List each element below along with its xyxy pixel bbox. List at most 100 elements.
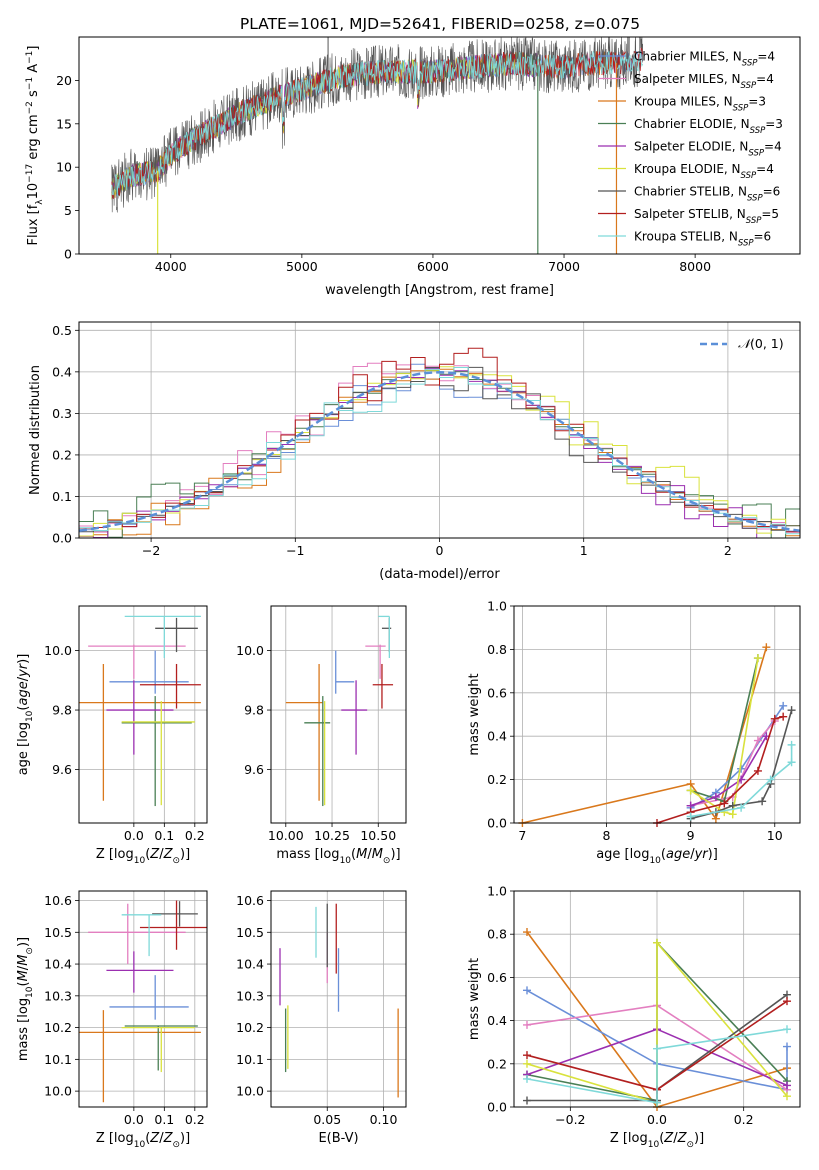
weight-panel-weight_vs_Z: −0.2 0.0 0.2 0.0 0.2 0.4 0.6 0.8 1.0 Z [log10(Z/Z…	[467, 884, 801, 1150]
y-tick-label: 1.0	[487, 599, 507, 614]
weight-marker-kroupa_stelib	[783, 1025, 791, 1034]
x-tick-label: 7000	[548, 259, 580, 274]
weight-marker-kroupa_stelib	[787, 740, 796, 749]
weight-panel-weight_vs_age: 7 8 9 10 0.0 0.2 0.4 0.6 0.8 1.0 age [log10(age/yr…	[467, 599, 801, 866]
weight-marker-kroupa_elodie	[686, 786, 695, 795]
y-tick-label: 10.4	[236, 957, 264, 972]
weight-marker-chabrier_miles	[783, 1042, 791, 1051]
weight-marker-kroupa_stelib	[653, 1044, 661, 1053]
x-tick-label: 0.1	[154, 828, 174, 843]
y-tick-label: 10.5	[236, 925, 264, 940]
axes-frame	[78, 321, 801, 539]
x-tick-label: 2	[724, 543, 732, 558]
weight-marker-salpeter_miles	[523, 1020, 531, 1029]
x-tick-label: −0.2	[555, 1112, 585, 1127]
legend-label: Kroupa MILES, NSSP=3	[634, 95, 766, 114]
weight-marker-kroupa_stelib	[523, 1074, 531, 1083]
weight-marker-kroupa_stelib	[653, 1098, 661, 1107]
weight-marker-salpeter_stelib	[779, 712, 788, 721]
weight-line-salpeter_elodie	[690, 735, 768, 807]
x-axis-label: E(B-V)	[318, 1131, 358, 1146]
errorbars	[285, 615, 394, 807]
legend-label: Chabrier MILES, NSSP=4	[634, 50, 775, 69]
y-tick-label: 10.0	[236, 1084, 264, 1099]
y-tick-label: 0.4	[487, 1013, 507, 1028]
y-tick-label: 10.6	[236, 893, 264, 908]
y-tick-label: 0	[64, 247, 72, 262]
weight-marker-kroupa_elodie	[783, 1092, 791, 1101]
x-tick-label: 8	[603, 828, 611, 843]
errorbar-panel-age_vs_Z: 0.0 0.1 0.2 9.6 9.8 10.0 Z [log10(Z/Z⊙)] age [l…	[16, 605, 208, 866]
y-axis-label: mass weight	[467, 958, 482, 1040]
axes-frame	[78, 605, 208, 824]
y-axis-label: Normed distribution	[28, 365, 43, 495]
weight-line-kroupa_stelib	[526, 1028, 788, 1104]
y-tick-label: 9.8	[244, 703, 264, 718]
x-axis-label: mass [log10(M/M⊙)]	[276, 847, 400, 866]
legend-label: Salpeter ELODIE, NSSP=4	[634, 140, 782, 159]
x-tick-label: 0.2	[185, 1112, 205, 1127]
y-tick-label: 10.5	[44, 925, 72, 940]
weight-marker-chabrier_stelib	[758, 797, 767, 806]
x-tick-label: 9	[687, 828, 695, 843]
x-tick-label: 10	[767, 828, 783, 843]
weight-marker-salpeter_elodie	[711, 792, 720, 801]
legend-label: Salpeter STELIB, NSSP=5	[634, 207, 779, 226]
weight-marker-kroupa_stelib	[766, 775, 775, 784]
weight-marker-salpeter_stelib	[770, 714, 779, 723]
spectrum-series-kroupa_stelib	[111, 50, 644, 196]
weight-marker-salpeter_miles	[753, 736, 762, 745]
x-tick-label: 0.05	[313, 1112, 341, 1127]
weight-marker-kroupa_stelib	[737, 803, 746, 812]
spectrum-lines	[111, 37, 644, 254]
y-tick-label: 10.0	[44, 643, 72, 658]
y-tick-label: 0.0	[52, 531, 72, 546]
x-axis-label: wavelength [Angstrom, rest frame]	[325, 283, 554, 298]
y-tick-label: 10.4	[44, 957, 72, 972]
histogram-steps	[79, 347, 800, 538]
weight-marker-salpeter_elodie	[783, 1081, 791, 1090]
weight-line-kroupa_elodie	[526, 940, 788, 1104]
weight-line-kroupa_elodie	[690, 657, 759, 816]
errorbars	[279, 903, 399, 1098]
y-tick-label: 0.8	[487, 927, 507, 942]
x-tick-label: 0.0	[124, 828, 144, 843]
figure-title: PLATE=1061, MJD=52641, FIBERID=0258, z=0…	[240, 15, 640, 33]
y-axis-label: mass [log10(M/M⊙)]	[16, 937, 35, 1061]
y-axis-label: Flux [fλ10−17 erg cm−2 s−1 A−1]	[25, 46, 45, 246]
weight-marker-kroupa_elodie	[728, 810, 737, 819]
weight-marker-kroupa_elodie	[523, 1059, 531, 1068]
x-tick-label: 8000	[679, 259, 711, 274]
y-tick-label: 10.3	[44, 988, 72, 1003]
y-tick-label: 0.6	[487, 685, 507, 700]
x-tick-label: −2	[142, 543, 160, 558]
x-axis-label: age [log10(age/yr)]	[596, 847, 718, 866]
errorbar-panel-age_vs_mass: 10.00 10.25 10.50 9.6 9.8 10.0 mass [log10(M/M…	[236, 605, 407, 866]
weight-line-salpeter_miles	[690, 720, 776, 807]
x-axis-label: (data-model)/error	[379, 567, 500, 582]
errorbar-panel-mass_vs_ebv: 0.05 0.10 10.0 10.1 10.2 10.3 10.4 10.5 10.6 E(B-…	[236, 890, 407, 1146]
errorbars	[79, 900, 207, 1103]
x-tick-label: 0	[436, 543, 444, 558]
y-tick-label: 10.1	[236, 1052, 264, 1067]
weight-marker-kroupa_stelib	[787, 758, 796, 767]
y-tick-label: 9.6	[244, 762, 264, 777]
y-tick-label: 0.3	[52, 406, 72, 421]
y-tick-label: 10.2	[236, 1020, 264, 1035]
y-tick-label: 0.4	[487, 729, 507, 744]
x-axis-label: Z [log10(Z/Z⊙)]	[96, 847, 190, 866]
x-tick-label: 0.0	[647, 1112, 667, 1127]
y-tick-label: 0.5	[52, 323, 72, 338]
spectrum-panel: 4000 5000 6000 7000 8000 0 5 10 15 20 wavelength […	[25, 36, 801, 298]
axes-frame	[78, 36, 801, 255]
weight-marker-kroupa_elodie	[653, 938, 661, 947]
weight-marker-chabrier_stelib	[787, 706, 796, 715]
x-tick-label: 10.00	[268, 828, 304, 843]
weight-marker-chabrier_stelib	[523, 1096, 531, 1105]
x-tick-label: 7	[518, 828, 526, 843]
y-tick-label: 20	[56, 73, 72, 88]
y-tick-label: 9.8	[52, 703, 72, 718]
x-tick-label: 10.50	[360, 828, 396, 843]
